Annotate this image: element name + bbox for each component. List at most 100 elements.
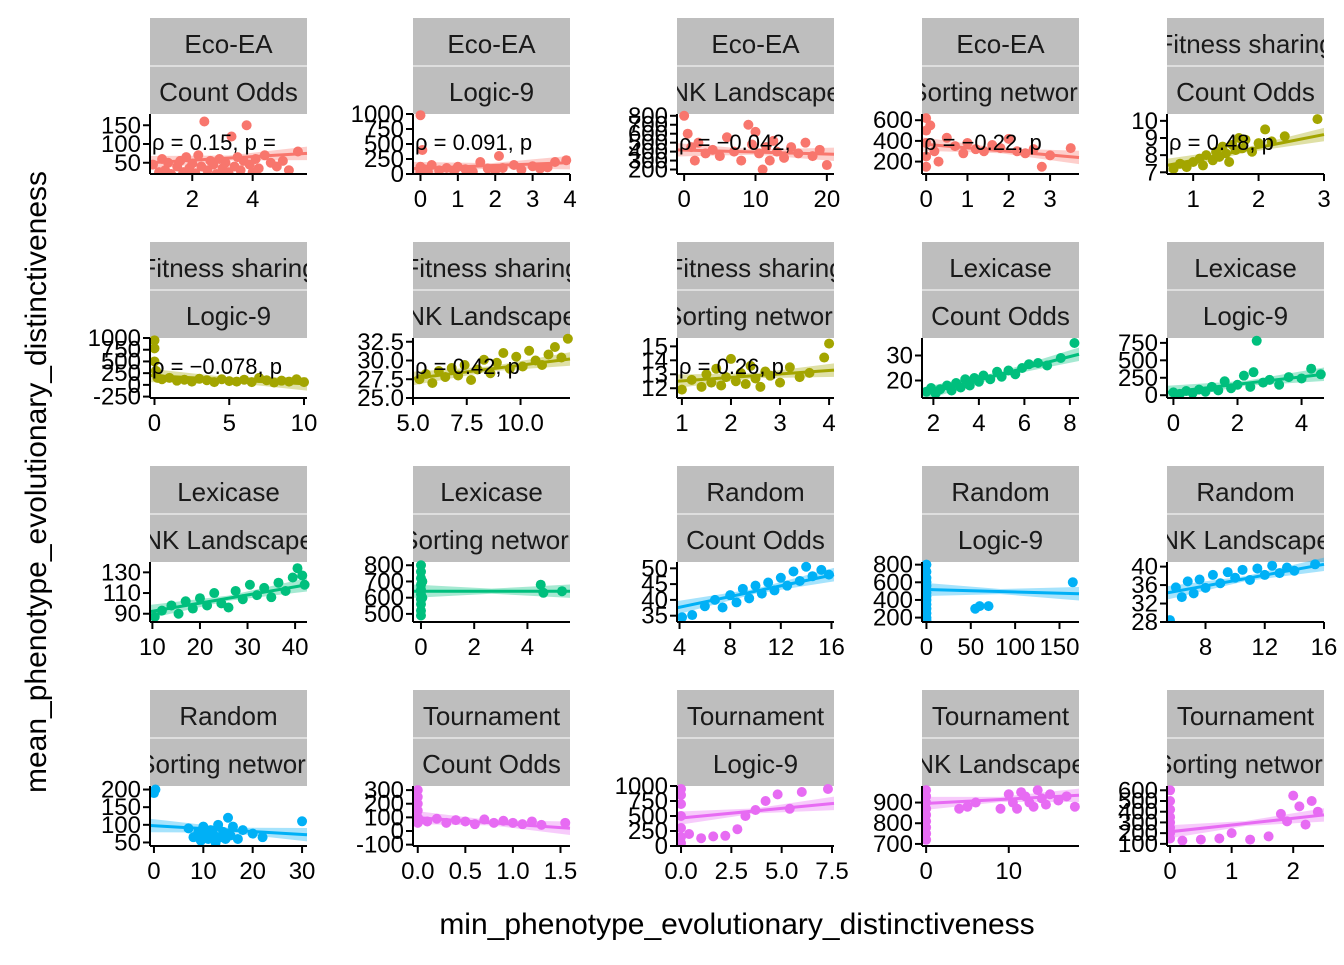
y-tick-label: 40 bbox=[641, 587, 668, 614]
data-point bbox=[754, 148, 765, 159]
y-tick-label: 100 bbox=[101, 131, 141, 158]
data-point bbox=[763, 577, 774, 588]
data-point bbox=[259, 582, 270, 593]
y-tick-label: 200 bbox=[1118, 820, 1158, 847]
y-tick-label: 150 bbox=[101, 112, 141, 139]
data-point bbox=[543, 349, 554, 360]
data-point bbox=[459, 360, 470, 370]
data-point bbox=[1188, 588, 1199, 599]
strip-labels: Fitness sharing Sorting network bbox=[677, 253, 834, 331]
data-point bbox=[491, 357, 502, 368]
data-point bbox=[954, 803, 965, 814]
x-tick-label: 2 bbox=[468, 634, 481, 661]
facet-label-method: Eco-EA bbox=[956, 29, 1045, 59]
y-tick-label: 150 bbox=[101, 794, 141, 821]
y-tick-label: -100 bbox=[356, 832, 404, 859]
facet-strip-problem bbox=[1167, 738, 1324, 786]
x-tick-label: 10 bbox=[190, 858, 217, 885]
facet-strip-problem bbox=[922, 290, 1079, 338]
y-tick-label: 250 bbox=[364, 146, 404, 173]
x-tick-label: 4 bbox=[673, 634, 686, 661]
plot-area bbox=[922, 559, 1080, 622]
data-point bbox=[194, 593, 205, 604]
regression-line bbox=[922, 587, 1080, 596]
strip-labels: Tournament Sorting network bbox=[1167, 701, 1324, 779]
facet-panel: Fitness sharing NK Landscape ρ = 0.42, p 25… bbox=[357, 242, 573, 437]
data-point bbox=[784, 362, 795, 373]
strip-labels: Eco-EA Logic-9 bbox=[447, 29, 536, 107]
data-point bbox=[677, 612, 688, 622]
facet-strip-problem bbox=[413, 514, 570, 562]
data-point bbox=[562, 333, 573, 344]
data-point bbox=[414, 815, 425, 826]
facet-strip-problem bbox=[150, 738, 307, 786]
facet-label-problem: Sorting network bbox=[910, 77, 1092, 107]
data-point bbox=[1275, 808, 1286, 819]
facet-label-problem: Logic-9 bbox=[1203, 301, 1288, 331]
x-tick-label: 3 bbox=[773, 410, 786, 437]
data-point bbox=[730, 376, 741, 387]
x-tick-label: 2 bbox=[489, 186, 502, 213]
x-tick-label: 4 bbox=[246, 186, 259, 213]
plot-area: ρ = −0.078, p bbox=[150, 335, 310, 391]
x-tick-label: 8 bbox=[723, 634, 736, 661]
data-point bbox=[970, 797, 981, 808]
data-point bbox=[504, 363, 515, 374]
plot-area: ρ = 0.15, p = bbox=[150, 116, 308, 174]
data-point bbox=[213, 819, 224, 830]
data-point bbox=[273, 577, 284, 588]
y-tick-label: 600 bbox=[873, 107, 913, 134]
y-tick-label: 600 bbox=[1118, 777, 1158, 804]
data-point bbox=[1207, 569, 1218, 580]
facet-label-method: Tournament bbox=[1177, 701, 1315, 731]
plot-area bbox=[150, 563, 310, 622]
facet-strip-problem bbox=[150, 290, 307, 338]
data-point bbox=[415, 610, 426, 621]
data-point bbox=[297, 816, 308, 827]
data-point bbox=[299, 377, 310, 388]
data-point bbox=[193, 150, 204, 161]
data-point bbox=[974, 601, 985, 612]
data-point bbox=[1222, 567, 1233, 578]
data-point bbox=[731, 597, 742, 608]
data-point bbox=[1012, 146, 1023, 157]
data-point bbox=[198, 821, 209, 832]
data-point bbox=[266, 592, 277, 603]
x-tick-label: 20 bbox=[239, 858, 266, 885]
facet-label-method: Tournament bbox=[423, 701, 561, 731]
data-point bbox=[696, 381, 707, 392]
data-point bbox=[755, 381, 766, 392]
y-tick-label: 50 bbox=[114, 829, 141, 856]
data-point bbox=[537, 360, 548, 370]
data-point bbox=[983, 601, 994, 612]
facet-strip-method bbox=[413, 18, 570, 66]
facet-label-problem: Logic-9 bbox=[713, 749, 798, 779]
facet-strip-problem bbox=[1167, 290, 1324, 338]
strip-labels: Fitness sharing NK Landscape bbox=[413, 253, 570, 331]
data-point bbox=[1219, 376, 1230, 387]
data-point bbox=[682, 128, 693, 139]
x-tick-label: 20 bbox=[187, 634, 214, 661]
data-point bbox=[1170, 582, 1181, 593]
facet-label-method: Eco-EA bbox=[711, 29, 800, 59]
x-tick-label: 0 bbox=[147, 858, 160, 885]
x-tick-label: 20 bbox=[814, 186, 841, 213]
data-point bbox=[466, 375, 477, 385]
y-tick-label: 14 bbox=[641, 347, 668, 374]
data-point bbox=[677, 838, 687, 846]
facet-strip-problem bbox=[413, 290, 570, 338]
data-point bbox=[538, 587, 549, 598]
x-tick-label: 1 bbox=[1186, 186, 1199, 213]
data-point bbox=[686, 142, 697, 153]
data-point bbox=[807, 571, 818, 582]
data-point bbox=[498, 348, 509, 358]
data-point bbox=[1167, 615, 1175, 622]
facet-strip-method bbox=[1167, 242, 1324, 290]
data-point bbox=[1197, 160, 1208, 171]
data-point bbox=[187, 603, 198, 614]
strip-labels: Random NK Landscape bbox=[1167, 477, 1324, 555]
y-tick-label: 600 bbox=[628, 121, 668, 148]
